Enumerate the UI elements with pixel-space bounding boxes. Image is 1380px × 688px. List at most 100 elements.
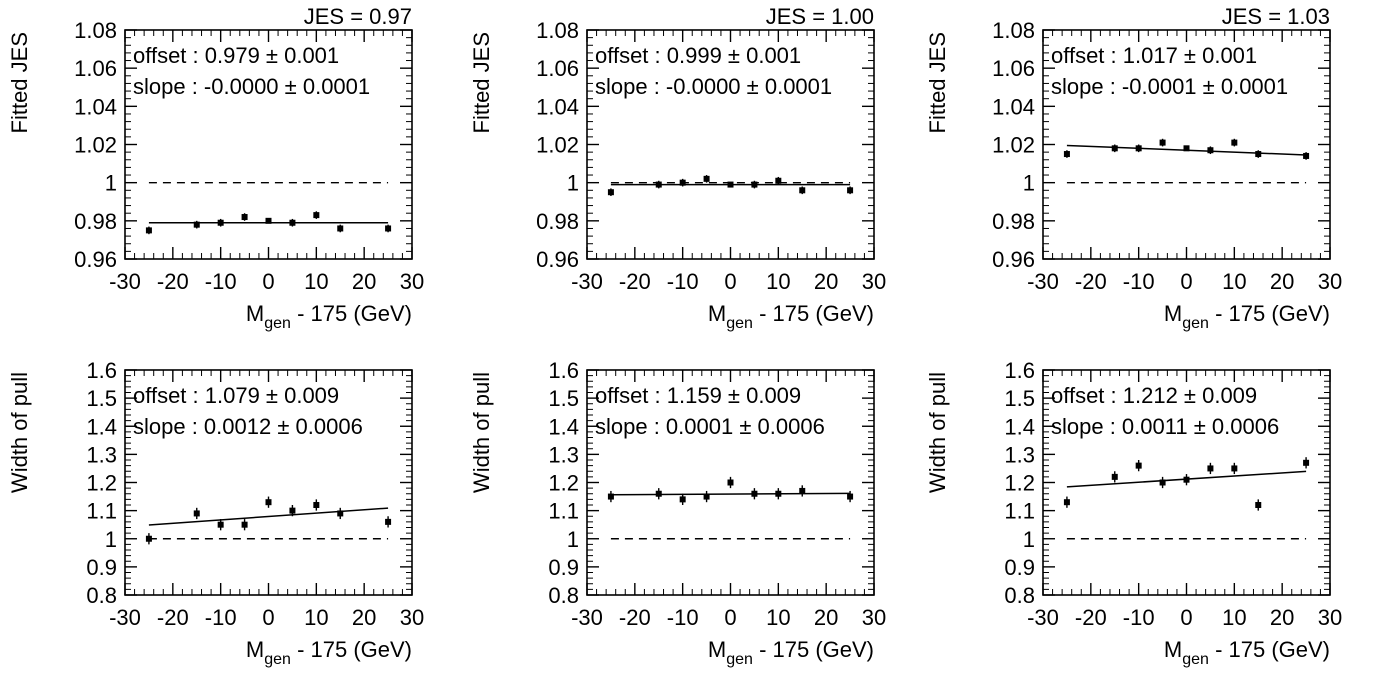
x-axis-label-subscript: gen	[1182, 315, 1209, 332]
y-axis-label: Fitted JES	[7, 32, 32, 133]
x-tick-label: -30	[1027, 605, 1059, 630]
x-axis-label-main: M	[246, 301, 264, 326]
x-tick-label: 20	[352, 269, 376, 294]
data-point	[799, 487, 806, 494]
fit-annotation: slope : 0.0001 ± 0.0006	[595, 414, 825, 439]
x-tick-label: 20	[814, 605, 838, 630]
data-point	[145, 535, 152, 542]
data-point	[1207, 147, 1214, 154]
data-point	[1159, 479, 1166, 486]
y-tick-label: 1	[1023, 171, 1035, 196]
x-tick-label: 30	[400, 605, 424, 630]
y-axis-label: Fitted JES	[925, 32, 950, 133]
x-tick-label: 30	[400, 269, 424, 294]
panel-1: JES = 0.97 0.96 0.98 1 1.02 1.04 1.06 1.08 -30 -2…	[7, 4, 424, 332]
y-tick-label: 1.4	[1004, 414, 1035, 439]
y-tick-label: 1.06	[74, 56, 117, 81]
y-tick-label: 0.9	[86, 555, 117, 580]
data-point	[313, 212, 320, 219]
y-tick-label: 1.6	[1004, 358, 1035, 383]
data-point	[193, 510, 200, 517]
y-tick-label: 1.08	[74, 18, 117, 43]
x-tick-label: -10	[667, 605, 699, 630]
fit-annotation: offset : 1.079 ± 0.009	[133, 383, 339, 408]
x-tick-label: -30	[571, 605, 603, 630]
x-tick-label: -10	[205, 269, 237, 294]
y-tick-label: 0.98	[992, 209, 1035, 234]
x-tick-label: 10	[1222, 269, 1246, 294]
y-tick-label: 1.2	[548, 471, 579, 496]
data-point	[703, 175, 710, 182]
data-point	[385, 225, 392, 232]
y-tick-label: 0.8	[86, 583, 117, 608]
y-tick-label: 1	[567, 171, 579, 196]
x-axis-label-subscript: gen	[726, 315, 753, 332]
x-axis-label-subscript: gen	[264, 651, 291, 668]
data-point	[1183, 476, 1190, 483]
y-tick-label: 1.02	[536, 133, 579, 158]
fit-annotation: offset : 1.017 ± 0.001	[1051, 43, 1257, 68]
y-tick-label: 1.3	[1004, 442, 1035, 467]
y-tick-label: 1	[105, 171, 117, 196]
y-tick-label: 1.1	[1004, 499, 1035, 524]
x-axis-label: Mgen - 175 (GeV)	[708, 301, 874, 332]
x-axis-label: Mgen - 175 (GeV)	[1164, 301, 1330, 332]
panel-title: JES = 0.97	[304, 4, 412, 29]
x-tick-label: 0	[262, 269, 274, 294]
data-point	[265, 217, 272, 224]
x-tick-label: 30	[862, 269, 886, 294]
x-tick-label: -10	[1123, 269, 1155, 294]
x-tick-label: 10	[1222, 605, 1246, 630]
y-tick-label: 1.06	[536, 56, 579, 81]
y-tick-label: 1.5	[1004, 386, 1035, 411]
x-tick-label: -30	[109, 605, 141, 630]
x-axis-label-subscript: gen	[1182, 651, 1209, 668]
x-axis-label-main: M	[1164, 301, 1182, 326]
data-point	[1303, 459, 1310, 466]
y-tick-label: 0.98	[74, 209, 117, 234]
y-tick-label: 0.8	[548, 583, 579, 608]
y-tick-label: 0.96	[536, 247, 579, 272]
x-tick-label: 30	[1318, 269, 1342, 294]
panel-6: 0.8 0.9 1 1.1 1.2 1.3 1.4 1.5 1.6 -30 -20 -10 0 10 20 3…	[925, 358, 1342, 668]
data-point	[607, 189, 614, 196]
data-point	[1207, 465, 1214, 472]
data-point	[217, 521, 224, 528]
y-tick-label: 1.5	[548, 386, 579, 411]
y-tick-label: 1.06	[992, 56, 1035, 81]
x-tick-label: -20	[1075, 269, 1107, 294]
x-tick-label: 10	[766, 605, 790, 630]
x-tick-label: -30	[109, 269, 141, 294]
y-axis-label: Width of pull	[7, 372, 32, 493]
x-tick-label: 0	[262, 605, 274, 630]
y-tick-label: 1	[105, 527, 117, 552]
panel-title: JES = 1.03	[1222, 4, 1330, 29]
x-tick-label: 0	[1180, 605, 1192, 630]
fit-line	[610, 492, 851, 496]
x-axis-label: Mgen - 175 (GeV)	[708, 637, 874, 668]
data-point	[193, 221, 200, 228]
x-axis-label-main: M	[708, 637, 726, 662]
fit-line	[148, 507, 389, 526]
y-tick-label: 1.04	[74, 94, 117, 119]
data-point	[1135, 462, 1142, 469]
y-axis-label: Width of pull	[925, 372, 950, 493]
data-point	[751, 490, 758, 497]
panel-4: 0.8 0.9 1 1.1 1.2 1.3 1.4 1.5 1.6 -30 -20 -10 0 10 20 3…	[7, 358, 424, 668]
x-axis-label-main: M	[708, 301, 726, 326]
data-point	[145, 227, 152, 234]
panel-title: JES = 1.00	[766, 4, 874, 29]
x-tick-label: 0	[724, 605, 736, 630]
x-axis-label-main: M	[1164, 637, 1182, 662]
data-point	[313, 502, 320, 508]
x-tick-label: -20	[157, 605, 189, 630]
data-point	[1111, 145, 1118, 152]
y-tick-label: 1.4	[548, 414, 579, 439]
panel-2: JES = 1.00 0.96 0.98 1 1.02 1.04 1.06 1.08 -30 -2…	[469, 4, 886, 332]
x-tick-label: 20	[1270, 269, 1294, 294]
data-point	[289, 507, 296, 514]
x-axis-label-rest: - 175 (GeV)	[1209, 301, 1330, 326]
x-axis-label-rest: - 175 (GeV)	[291, 637, 412, 662]
data-point	[655, 490, 662, 497]
